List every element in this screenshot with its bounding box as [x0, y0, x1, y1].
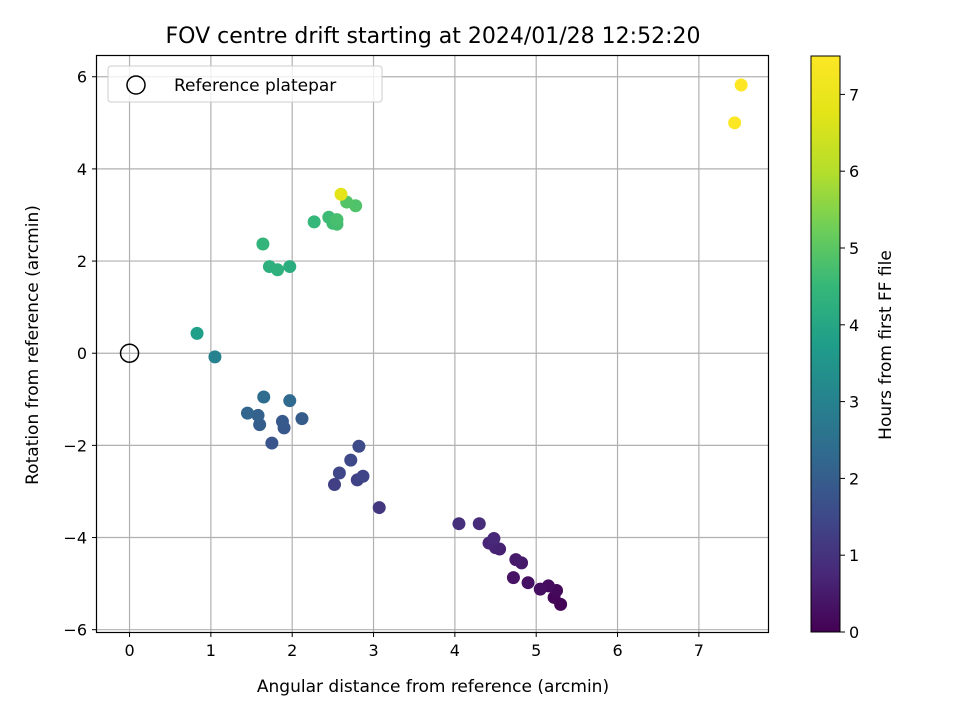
data-point [372, 501, 386, 515]
colorbar-tick-label: 5 [849, 239, 859, 258]
colorbar-tick-label: 7 [849, 85, 859, 104]
data-point [240, 406, 254, 420]
y-tick-label: 4 [77, 160, 87, 179]
data-point [208, 350, 222, 364]
y-tick-label: 2 [77, 252, 87, 271]
x-tick-label: 5 [531, 641, 541, 660]
data-point [487, 531, 501, 545]
data-point [472, 517, 486, 531]
x-axis-label: Angular distance from reference (arcmin) [257, 677, 609, 697]
y-tick-label: −4 [63, 529, 87, 548]
colorbar: 0 1 2 3 4 5 6 7 Hours from first FF file [810, 55, 896, 642]
y-tick-label: 0 [77, 344, 87, 363]
data-point [327, 478, 341, 492]
data-point [344, 453, 358, 467]
y-axis-label: Rotation from reference (arcmin) [23, 205, 43, 485]
x-axis: 0 1 2 3 4 5 6 7 [124, 632, 704, 660]
data-point [265, 436, 279, 450]
plot-frame [95, 54, 770, 634]
data-points [190, 78, 748, 611]
colorbar-tick-label: 6 [849, 162, 859, 181]
data-point [330, 213, 344, 227]
colorbar-gradient [810, 55, 841, 633]
x-tick-label: 1 [206, 641, 216, 660]
data-point [452, 517, 466, 531]
data-point [728, 116, 742, 130]
data-point [190, 326, 204, 340]
legend-label: Reference platepar [174, 76, 336, 96]
legend-marker [126, 75, 146, 95]
y-tick-label: −2 [63, 436, 87, 455]
colorbar-tick-label: 0 [849, 623, 859, 642]
data-point [271, 263, 285, 277]
data-point [332, 466, 346, 480]
data-point [295, 412, 309, 426]
data-point [283, 260, 297, 274]
x-tick-label: 4 [450, 641, 460, 660]
colorbar-tick-label: 3 [849, 393, 859, 412]
plot-grid [97, 56, 768, 632]
colorbar-tick-label: 1 [849, 546, 859, 565]
colorbar-ticks: 0 1 2 3 4 5 6 7 [840, 85, 859, 642]
data-point [356, 469, 370, 483]
x-tick-label: 0 [124, 641, 134, 660]
data-point [509, 553, 523, 567]
data-point [256, 237, 270, 251]
colorbar-tick-label: 2 [849, 469, 859, 488]
legend-box [107, 65, 383, 103]
data-point [257, 390, 271, 404]
reference-platepar-marker [119, 343, 140, 363]
colorbar-label: Hours from first FF file [876, 250, 896, 440]
data-point [251, 408, 265, 422]
x-tick-label: 3 [368, 641, 378, 660]
chart-title: FOV centre drift starting at 2024/01/28 … [166, 24, 701, 49]
x-tick-label: 6 [612, 641, 622, 660]
data-point [506, 571, 520, 585]
y-tick-label: 6 [77, 68, 87, 87]
x-tick-label: 7 [694, 641, 704, 660]
colorbar-tick-label: 4 [849, 316, 859, 335]
data-point [533, 582, 547, 596]
data-point [283, 394, 297, 408]
data-point [307, 215, 321, 229]
data-point [352, 439, 366, 453]
data-point [275, 414, 289, 428]
x-tick-label: 2 [287, 641, 297, 660]
legend: Reference platepar [107, 65, 383, 103]
y-tick-label: −6 [63, 621, 87, 640]
data-point [521, 576, 535, 590]
data-point [734, 78, 748, 92]
data-point [334, 187, 348, 201]
y-axis: −6 −4 −2 0 2 4 6 [63, 68, 97, 640]
